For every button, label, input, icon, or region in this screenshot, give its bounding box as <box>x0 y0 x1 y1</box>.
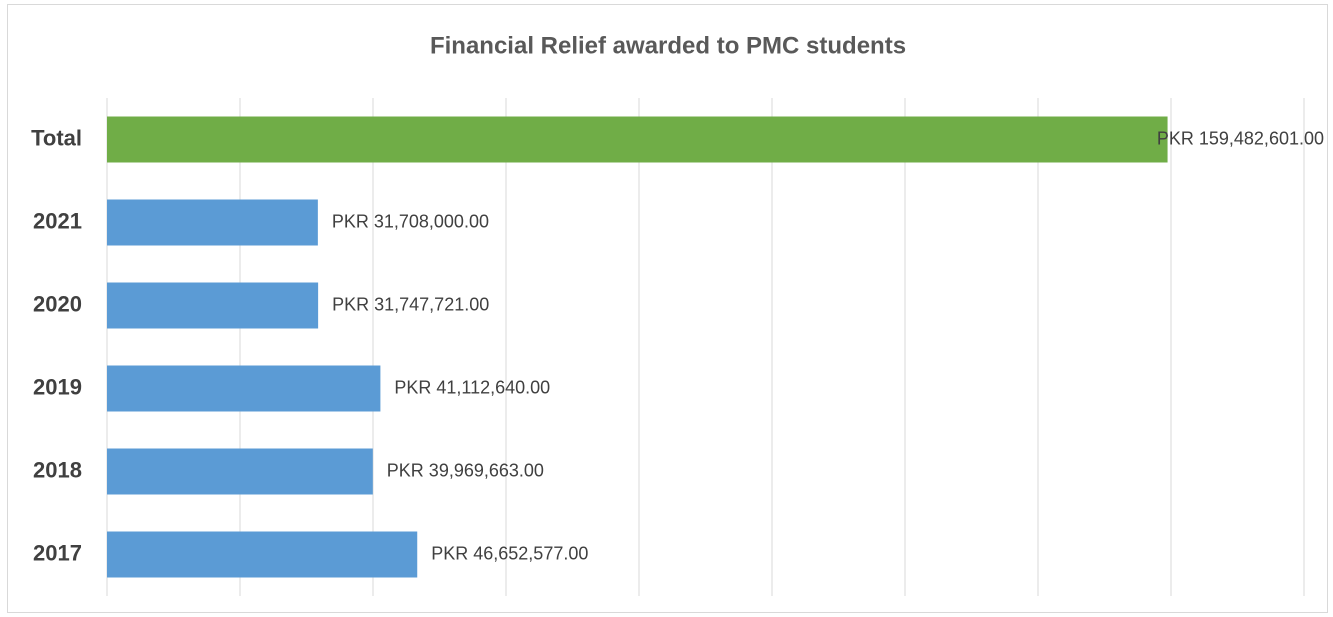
bar <box>107 448 373 495</box>
data-label: PKR 31,747,721.00 <box>332 294 489 314</box>
bar <box>107 116 1168 163</box>
data-label: PKR 41,112,640.00 <box>394 377 550 397</box>
bar <box>107 199 318 246</box>
y-tick-label: 2017 <box>33 540 82 565</box>
data-label: PKR 39,969,663.00 <box>387 460 544 480</box>
y-tick-label: 2018 <box>33 457 82 482</box>
bar <box>107 365 381 412</box>
data-label: PKR 31,708,000.00 <box>332 211 489 231</box>
data-label: PKR 159,482,601.00 <box>1157 128 1324 148</box>
bar <box>107 282 319 329</box>
y-tick-label: 2019 <box>33 374 82 399</box>
chart-title: Financial Relief awarded to PMC students <box>430 32 906 59</box>
data-label: PKR 46,652,577.00 <box>431 543 588 563</box>
y-tick-label: 2020 <box>33 291 82 316</box>
y-tick-label: 2021 <box>33 208 82 233</box>
y-tick-label: Total <box>31 125 82 150</box>
bar <box>107 531 418 578</box>
